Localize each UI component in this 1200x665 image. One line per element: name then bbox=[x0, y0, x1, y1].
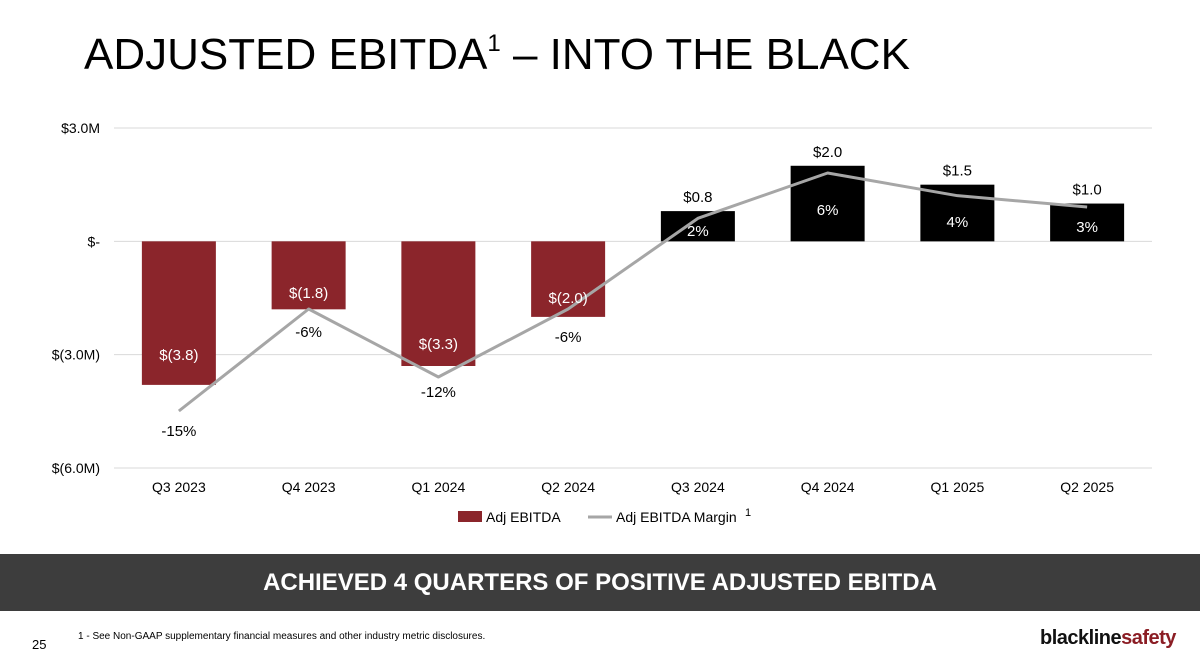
bar bbox=[141, 241, 216, 385]
legend-label-margin: Adj EBITDA Margin bbox=[616, 509, 737, 525]
bar-value-label: $(3.3) bbox=[419, 336, 458, 353]
slide-title: ADJUSTED EBITDA1 – INTO THE BLACK bbox=[84, 30, 910, 80]
legend-label-superscript: 1 bbox=[745, 507, 751, 519]
bar-value-label: $(2.0) bbox=[549, 290, 588, 307]
x-tick-label: Q3 2024 bbox=[671, 479, 725, 495]
bar bbox=[1050, 203, 1125, 242]
margin-value-label: -12% bbox=[421, 384, 456, 401]
bar-value-label: $2.0 bbox=[813, 144, 842, 161]
bar bbox=[271, 241, 346, 310]
margin-value-label: 2% bbox=[687, 223, 709, 240]
logo-text-red: safety bbox=[1121, 627, 1176, 649]
bar bbox=[531, 241, 606, 317]
page-number: 25 bbox=[32, 637, 47, 652]
bar-value-label: $1.5 bbox=[943, 163, 972, 180]
bar-value-label: $1.0 bbox=[1073, 182, 1102, 199]
legend-swatch-bar bbox=[458, 511, 482, 522]
margin-value-label: -6% bbox=[555, 329, 582, 346]
margin-value-label: -6% bbox=[295, 324, 322, 341]
x-tick-label: Q1 2024 bbox=[412, 479, 466, 495]
bar-value-label: $0.8 bbox=[683, 189, 712, 206]
y-tick-label: $- bbox=[88, 233, 101, 249]
y-tick-label: $(6.0M) bbox=[52, 460, 100, 476]
bar bbox=[401, 241, 476, 366]
margin-value-label: 4% bbox=[947, 214, 969, 231]
x-tick-label: Q1 2025 bbox=[931, 479, 985, 495]
bar bbox=[920, 184, 995, 242]
x-tick-label: Q2 2025 bbox=[1060, 479, 1114, 495]
company-logo: blacklinesafety bbox=[1040, 627, 1176, 650]
bar-value-label: $(3.8) bbox=[159, 347, 198, 364]
x-tick-label: Q2 2024 bbox=[541, 479, 595, 495]
margin-value-label: 6% bbox=[817, 202, 839, 219]
title-rest: – INTO THE BLACK bbox=[500, 30, 910, 79]
ebitda-chart: $3.0M $- $(3.0M) $(6.0M) $(3.8) $(1.8) $(3.3) $… bbox=[52, 120, 1152, 525]
logo-text-black: blackline bbox=[1040, 627, 1122, 649]
y-tick-label: $3.0M bbox=[61, 120, 100, 136]
footnote: 1 - See Non-GAAP supplementary financial… bbox=[78, 631, 486, 642]
x-tick-label: Q4 2024 bbox=[801, 479, 855, 495]
bar-value-label: $(1.8) bbox=[289, 285, 328, 302]
title-main: ADJUSTED EBITDA bbox=[84, 30, 488, 79]
margin-value-label: -15% bbox=[161, 423, 196, 440]
banner: ACHIEVED 4 QUARTERS OF POSITIVE ADJUSTED… bbox=[0, 554, 1200, 611]
margin-line bbox=[177, 171, 1088, 413]
margin-value-label: 3% bbox=[1076, 219, 1098, 236]
title-superscript: 1 bbox=[487, 30, 501, 57]
x-tick-label: Q3 2023 bbox=[152, 479, 206, 495]
legend-label-adj-ebitda: Adj EBITDA bbox=[486, 509, 561, 525]
y-tick-label: $(3.0M) bbox=[52, 347, 100, 363]
x-tick-label: Q4 2023 bbox=[282, 479, 336, 495]
